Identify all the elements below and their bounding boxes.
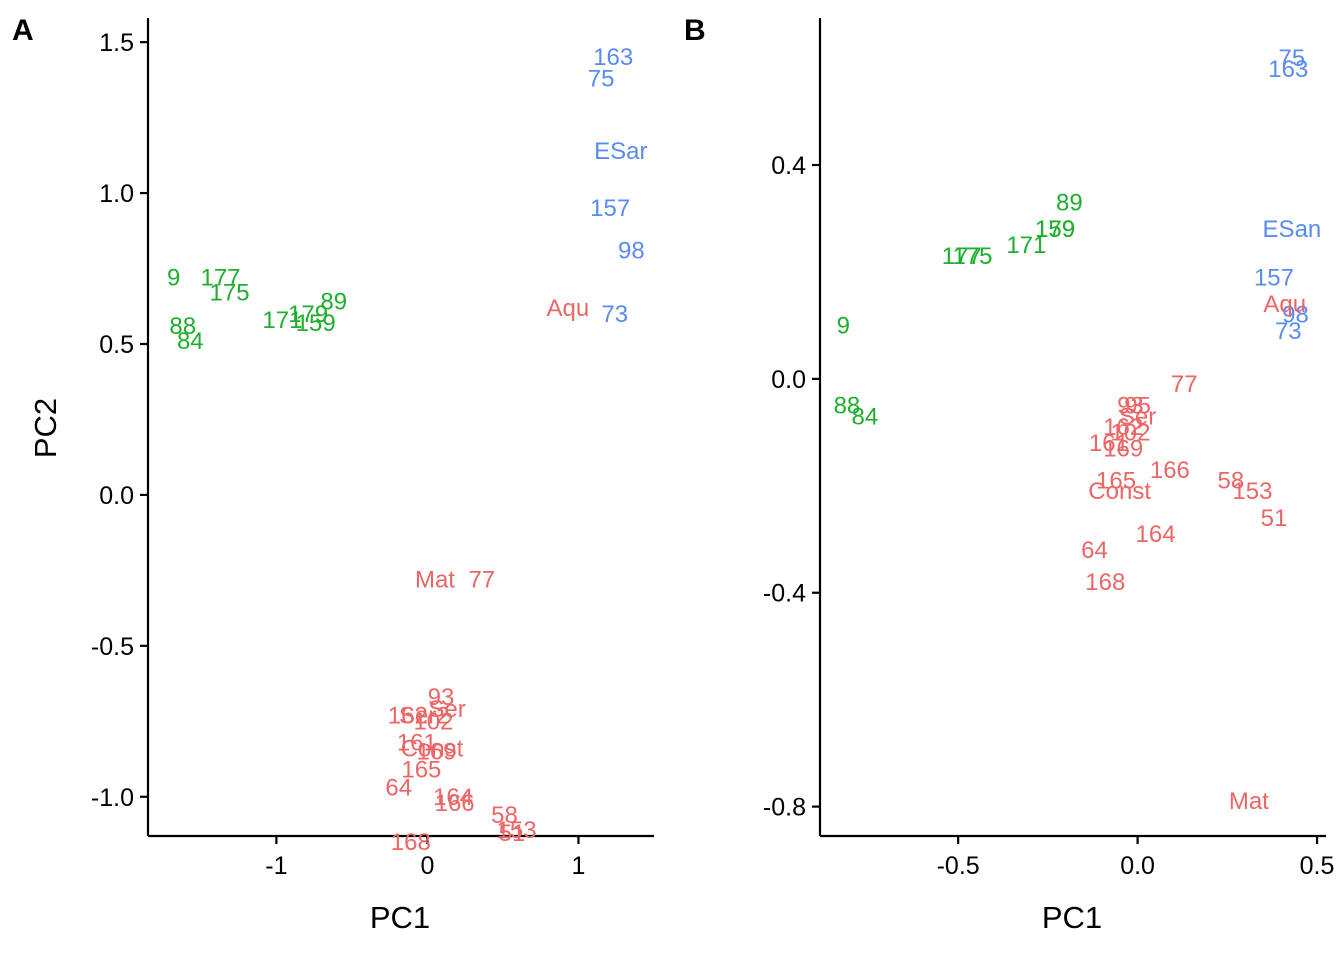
panel-b-point-label: 95	[1124, 393, 1151, 420]
panel-a-y-tick-label: -1.0	[91, 784, 134, 812]
panel-a-y-ticks: 1.5 1.0 0.5 0.0 -0.5 -1.0	[91, 29, 148, 812]
panel-a-point-label: 175	[210, 280, 250, 307]
panel-a-letter: A	[12, 14, 34, 47]
panel-b-point-label: 177	[942, 243, 982, 270]
panel-b-y-tick-label: 0.4	[771, 152, 806, 180]
panel-a-point-label: 64	[385, 775, 412, 802]
panel-b-point-label: 169	[1103, 435, 1143, 462]
panel-b-point-label: Aqu	[1263, 291, 1306, 318]
panel-b-point-label: 179	[1035, 216, 1075, 243]
panel-b-point-label: 75	[1279, 45, 1306, 72]
panel-b-point-label: 168	[1085, 569, 1125, 596]
panel-b-x-tick-label: 0.0	[1120, 852, 1155, 880]
panel-a-point-label: 164	[433, 784, 473, 811]
panel-a-point-label: 9	[167, 265, 180, 292]
panel-a-x-tick-label: 1	[572, 852, 586, 880]
panel-a-point-label: Aqu	[547, 295, 590, 322]
panel-a-x-axis-title: PC1	[370, 900, 430, 935]
panel-b-point-label: 73	[1275, 318, 1302, 345]
panel-b-point-label: 153	[1232, 478, 1272, 505]
panel-b-point-label: 84	[852, 403, 879, 430]
panel-a-y-tick-label: -0.5	[91, 633, 134, 661]
panel-b-point-label: 64	[1081, 537, 1108, 564]
panel-b-point-label: Const	[1088, 478, 1151, 505]
panel-b-point-label: Ser	[1119, 403, 1156, 430]
panel-a-point-label: 98	[618, 237, 645, 264]
panel-a-point-label: 165	[401, 757, 441, 784]
panel-a-y-tick-label: 0.0	[99, 482, 134, 510]
panel-b-letter: B	[684, 14, 706, 47]
panel-a-point-label: Ser	[428, 696, 465, 723]
panel-b-point-label: 88	[834, 393, 861, 420]
panel-a-point-label: Ser2	[399, 702, 450, 729]
panel-b-point-label: 9	[837, 312, 850, 339]
panel-b-point-label: 171	[1006, 232, 1046, 259]
panel-b-x-tick-label: -0.5	[937, 852, 980, 880]
panel-a-x-tick-label: 0	[420, 852, 434, 880]
panel-b-point-label: 163	[1268, 56, 1308, 83]
panel-a-point-label: 75	[588, 65, 615, 92]
panel-a-x-ticks: -1 0 1	[265, 836, 585, 880]
panel-b-point-label: 89	[1056, 189, 1083, 216]
panel-b-y-ticks: 0.4 0.0 -0.4 -0.8	[763, 152, 820, 822]
panel-a-point-label: 171	[262, 307, 302, 334]
panel-b-x-ticks: -0.5 0.0 0.5	[937, 836, 1335, 880]
panel-b-y-tick-label: 0.0	[771, 366, 806, 394]
panel-b-point-label: 165	[1096, 467, 1136, 494]
panel-b-x-tick-label: 0.5	[1300, 852, 1335, 880]
panel-a-point-label: 93	[428, 684, 455, 711]
panel-a-y-tick-label: 1.5	[99, 29, 134, 57]
panel-a-point-label: ESar	[594, 138, 647, 165]
panel-b-point-label: 98	[1282, 302, 1309, 329]
panel-a-point-label: 168	[391, 829, 431, 856]
panel-a-point-label: 84	[177, 328, 204, 355]
panel-b-point-label: 166	[1150, 457, 1190, 484]
panel-a-point-label: 58	[491, 802, 518, 829]
panel-b-point-label: 175	[952, 243, 992, 270]
panel-a-point-label: 102	[413, 708, 453, 735]
panel-a-point-label: 162	[388, 702, 428, 729]
panel-b-point-label: 157	[1254, 264, 1294, 291]
panel-a-point-label: 157	[590, 195, 630, 222]
panel-b-point-label: 51	[1261, 505, 1288, 532]
panel-a-point-label: 89	[320, 289, 347, 316]
panel-b-point-label: ESan	[1263, 216, 1322, 243]
panel-b-point-label: 161	[1089, 430, 1129, 457]
panel-a-y-tick-label: 1.0	[99, 180, 134, 208]
panel-b-y-tick-label: -0.8	[763, 794, 806, 822]
panel-a-point-label: 153	[497, 817, 537, 844]
panel-b-point-label: 58	[1218, 467, 1245, 494]
panel-b-point-label: 164	[1136, 521, 1176, 548]
panel-a-point-label: 177	[200, 265, 240, 292]
panel-a-point-label: 169	[416, 738, 456, 765]
panel-a-point-label: 88	[169, 313, 196, 340]
panel-b-point-label: 93	[1117, 393, 1144, 420]
panel-a-point-label: 163	[593, 44, 633, 71]
panel-b-point-label: 159	[1035, 216, 1075, 243]
panel-a-point-label: Const	[401, 735, 464, 762]
panel-a-point-label: 73	[601, 301, 628, 328]
panel-a-point-label: 77	[468, 566, 495, 593]
panel-b-point-label: Mat	[1229, 788, 1269, 815]
panel-b-point-label: 102	[1110, 419, 1150, 446]
panel-b-x-axis-title: PC1	[1042, 900, 1102, 935]
panel-b-point-label: 162	[1103, 414, 1143, 441]
panel-a-point-label: 166	[435, 790, 475, 817]
panel-a-y-axis-title: PC2	[28, 398, 63, 458]
panel-a-point-label: 179	[288, 301, 328, 328]
panel-a-point-label: 159	[296, 310, 336, 337]
panel-a-point-label: Mat	[415, 566, 455, 593]
panel-a-y-tick-label: 0.5	[99, 331, 134, 359]
panel-b-point-label: 77	[1171, 371, 1198, 398]
panel-a-x-tick-label: -1	[265, 852, 287, 880]
panel-a-point-label: 161	[397, 729, 437, 756]
panel-a-point-label: 51	[499, 820, 526, 847]
panel-b-y-tick-label: -0.4	[763, 580, 806, 608]
